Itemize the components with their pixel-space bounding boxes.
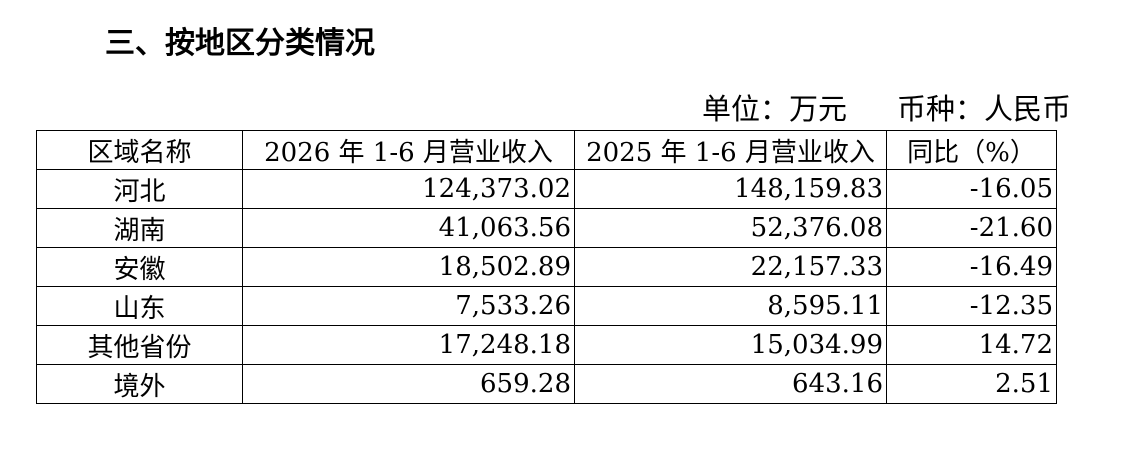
value-cell: 643.16 <box>574 364 887 404</box>
table-row: 境外 659.28 643.16 2.51 <box>36 364 1057 404</box>
value-cell: 18,502.89 <box>242 247 575 287</box>
value-cell: 22,157.33 <box>574 247 887 287</box>
currency: 币种：人民币 <box>896 92 1071 126</box>
value-cell: 41,063.56 <box>242 208 575 248</box>
table-row: 安徽 18,502.89 22,157.33 -16.49 <box>36 247 1057 287</box>
region-cell: 山东 <box>36 286 243 326</box>
value-cell: -21.60 <box>886 208 1057 248</box>
value-cell: -16.05 <box>886 169 1057 209</box>
region-cell: 安徽 <box>36 247 243 287</box>
value-cell: 148,159.83 <box>574 169 887 209</box>
region-table: 区域名称 2026 年 1-6 月营业收入 2025 年 1-6 月营业收入 同比（%… <box>36 130 1057 404</box>
value-cell: -16.49 <box>886 247 1057 287</box>
value-cell: 52,376.08 <box>574 208 887 248</box>
section-title: 三、按地区分类情况 <box>105 26 375 61</box>
value-cell: 8,595.11 <box>574 286 887 326</box>
region-cell: 其他省份 <box>36 325 243 365</box>
value-cell: 7,533.26 <box>242 286 575 326</box>
value-cell: 15,034.99 <box>574 325 887 365</box>
value-cell: -12.35 <box>886 286 1057 326</box>
region-cell: 湖南 <box>36 208 243 248</box>
unit-line: 单位：万元 币种：人民币 <box>652 86 1071 128</box>
region-cell: 境外 <box>36 364 243 404</box>
column-header: 区域名称 <box>36 130 243 170</box>
region-cell: 河北 <box>36 169 243 209</box>
column-header: 2025 年 1-6 月营业收入 <box>574 130 887 170</box>
table-row: 其他省份 17,248.18 15,034.99 14.72 <box>36 325 1057 365</box>
header-row: 区域名称 2026 年 1-6 月营业收入 2025 年 1-6 月营业收入 同比（%… <box>36 130 1057 170</box>
value-cell: 659.28 <box>242 364 575 404</box>
table-row: 山东 7,533.26 8,595.11 -12.35 <box>36 286 1057 326</box>
column-header: 2026 年 1-6 月营业收入 <box>242 130 575 170</box>
value-cell: 2.51 <box>886 364 1057 404</box>
unit: 单位：万元 <box>701 92 847 126</box>
table-row: 湖南 41,063.56 52,376.08 -21.60 <box>36 208 1057 248</box>
table-row: 河北 124,373.02 148,159.83 -16.05 <box>36 169 1057 209</box>
value-cell: 14.72 <box>886 325 1057 365</box>
column-header: 同比（%） <box>886 130 1057 170</box>
value-cell: 124,373.02 <box>242 169 575 209</box>
value-cell: 17,248.18 <box>242 325 575 365</box>
